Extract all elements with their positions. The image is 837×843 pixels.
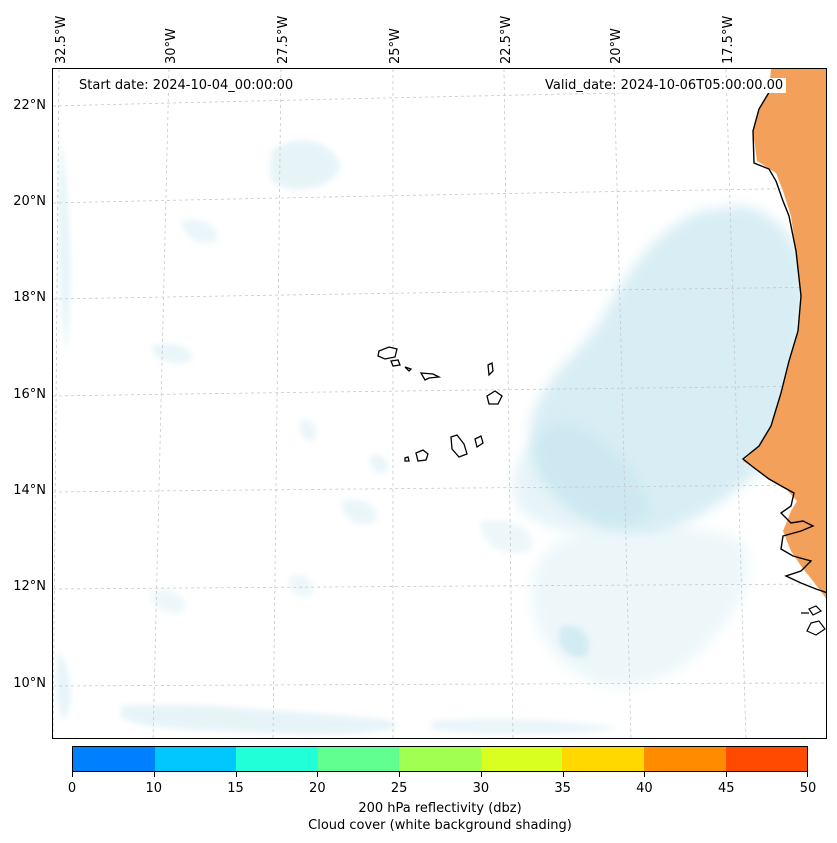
colorbar-tick — [807, 772, 808, 777]
island-fogo — [415, 449, 429, 462]
lat-label-12n: 12°N — [13, 579, 46, 594]
lat-label-18n: 18°N — [13, 290, 46, 305]
colorbar-tick-label: 15 — [227, 781, 244, 796]
lon-label-27-5w: 27.5°W — [276, 15, 291, 64]
lat-label-20n: 20°N — [13, 194, 46, 209]
island-maio — [474, 435, 484, 449]
colorbar-tick-label: 40 — [636, 781, 653, 796]
colorbar-tick-label: 20 — [309, 781, 326, 796]
island-santa-luzia — [404, 366, 413, 372]
lon-label-22-5w: 22.5°W — [499, 15, 514, 64]
colorbar-tick — [317, 772, 319, 777]
colorbar-tick-label: 35 — [554, 781, 571, 796]
colorbar-tick-label: 0 — [67, 781, 77, 796]
colorbar-tick — [399, 772, 401, 777]
colorbar-tick — [153, 772, 155, 777]
island-santiago — [450, 434, 468, 458]
colorbar-segment-0 — [73, 747, 155, 771]
colorbar-segment-5 — [480, 747, 563, 771]
colorbar-tick — [644, 772, 646, 777]
island-santo-antao — [377, 346, 398, 360]
colorbar-tick-label: 10 — [145, 781, 163, 796]
colorbar-segment-2 — [236, 747, 318, 771]
island-sao-nicolau — [419, 372, 442, 381]
island-sao-vicente — [390, 359, 401, 367]
graticule — [53, 69, 826, 738]
africa-coastline — [741, 88, 826, 594]
colorbar-tick-label: 50 — [799, 781, 817, 796]
cloud-cover-shading — [56, 140, 807, 735]
lon-label-20w: 20°W — [609, 28, 624, 64]
island-boa-vista — [486, 390, 503, 405]
lat-label-10n: 10°N — [13, 676, 46, 691]
colorbar-segment-6 — [562, 747, 644, 771]
map-panel — [52, 68, 827, 739]
colorbar-tick — [726, 772, 728, 777]
colorbar-tick — [235, 772, 237, 777]
colorbar-segment-1 — [154, 747, 237, 771]
colorbar-tick-label: 45 — [717, 781, 735, 796]
lon-label-17-5w: 17.5°W — [721, 15, 736, 64]
start-date-label: Start date: 2024-10-04_00:00:00 — [76, 78, 297, 93]
island-sal — [487, 362, 494, 377]
colorbar-subtitle: Cloud cover (white background shading) — [308, 818, 572, 833]
lat-label-14n: 14°N — [13, 483, 46, 498]
colorbar-segment-4 — [399, 747, 481, 771]
lon-label-25w: 25°W — [388, 28, 403, 64]
colorbar-segment-3 — [317, 747, 400, 771]
lon-label-30w: 30°W — [164, 28, 179, 64]
colorbar — [72, 746, 808, 772]
map-canvas — [53, 69, 826, 738]
colorbar-tick — [72, 772, 73, 777]
lat-label-22n: 22°N — [13, 98, 46, 113]
cape-verde-islands — [377, 346, 503, 462]
colorbar-tick — [562, 772, 564, 777]
colorbar-tick — [480, 772, 482, 777]
africa-land — [743, 69, 826, 599]
colorbar-title: 200 hPa reflectivity (dbz) — [358, 801, 522, 816]
colorbar-tick-label: 30 — [472, 781, 490, 796]
lon-label-32-5w: 32.5°W — [54, 15, 69, 64]
lat-label-16n: 16°N — [13, 387, 46, 402]
colorbar-segment-7 — [643, 747, 726, 771]
bijagos-islands — [801, 605, 826, 636]
colorbar-segment-8 — [725, 747, 808, 771]
colorbar-tick-label: 25 — [390, 781, 408, 796]
valid-date-label: Valid_date: 2024-10-06T05:00:00.00 — [542, 78, 787, 93]
island-brava — [404, 456, 410, 462]
